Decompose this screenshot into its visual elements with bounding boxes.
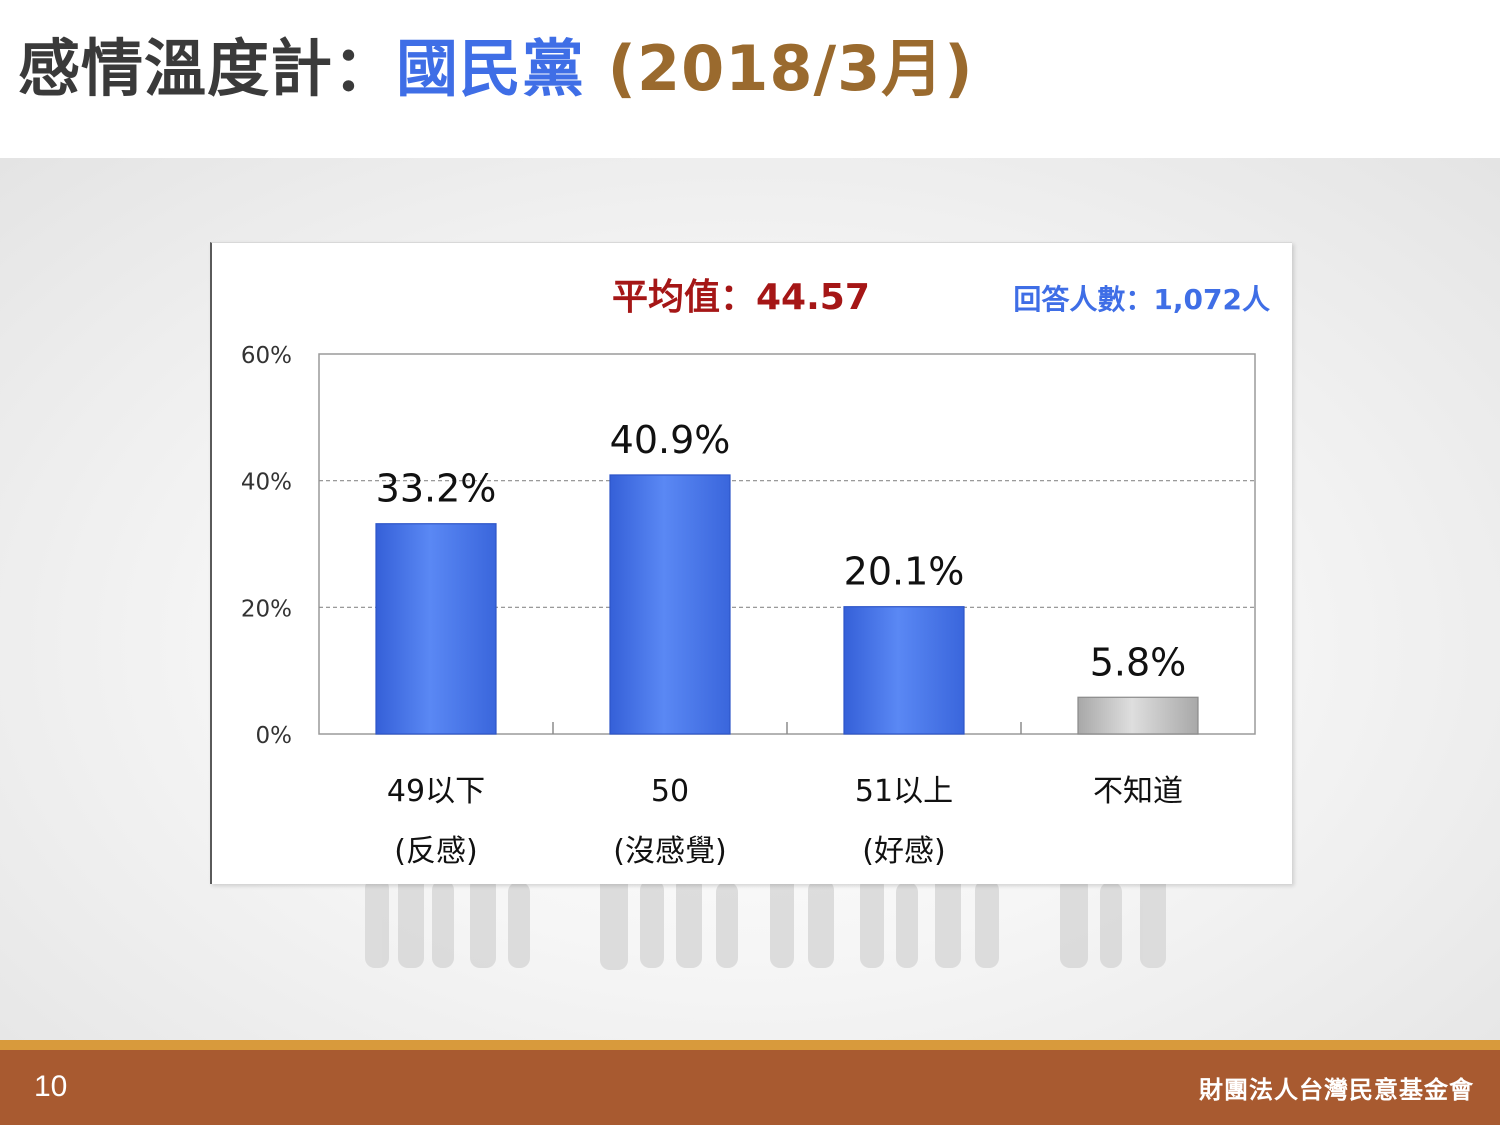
organization-name: 財團法人台灣民意基金會 (1199, 1076, 1474, 1104)
page-number: 10 (34, 1070, 68, 1103)
bar (375, 523, 497, 735)
footer-bar: 10 財團法人台灣民意基金會 (0, 1050, 1500, 1125)
category-label: 51以上 (855, 774, 953, 809)
crowd-silhouette-decoration (365, 873, 1166, 970)
category-label: 不知道 (1093, 774, 1183, 809)
category-label: (好感) (862, 834, 945, 869)
y-tick-label: 20% (241, 596, 292, 622)
title-area: 感情溫度計：國民黨 (2018/3月) (0, 0, 1500, 158)
respondents-label: 回答人數：1,072人 (1013, 283, 1270, 316)
bar (609, 474, 731, 735)
average-label: 平均值：44.57 (612, 277, 870, 318)
bar-value-label: 40.9% (610, 418, 731, 462)
title-main: 感情溫度計： (18, 32, 397, 105)
category-label: (沒感覺) (613, 834, 726, 869)
category-label: 50 (651, 774, 689, 809)
footer-accent-line (0, 1040, 1500, 1050)
chart-panel: 平均值：44.57 回答人數：1,072人 0% 20% 40% 60% 33.2% 4… (210, 242, 1292, 884)
bar-chart: 平均值：44.57 回答人數：1,072人 0% 20% 40% 60% 33.2% 4… (241, 277, 1270, 869)
title-party: 國民黨 (396, 32, 586, 105)
bar (1077, 696, 1199, 735)
bar-value-label: 33.2% (376, 467, 497, 511)
category-label: (反感) (394, 834, 477, 869)
y-tick-label: 0% (256, 723, 293, 749)
bar-value-label: 20.1% (844, 550, 965, 594)
bar-value-label: 5.8% (1090, 640, 1187, 684)
y-tick-label: 40% (241, 470, 292, 496)
slide-title: 感情溫度計：國民黨 (2018/3月) (18, 38, 974, 100)
category-label: 49以下 (387, 774, 485, 809)
bar (843, 606, 965, 735)
y-tick-label: 60% (241, 343, 292, 369)
title-date: (2018/3月) (607, 32, 974, 105)
